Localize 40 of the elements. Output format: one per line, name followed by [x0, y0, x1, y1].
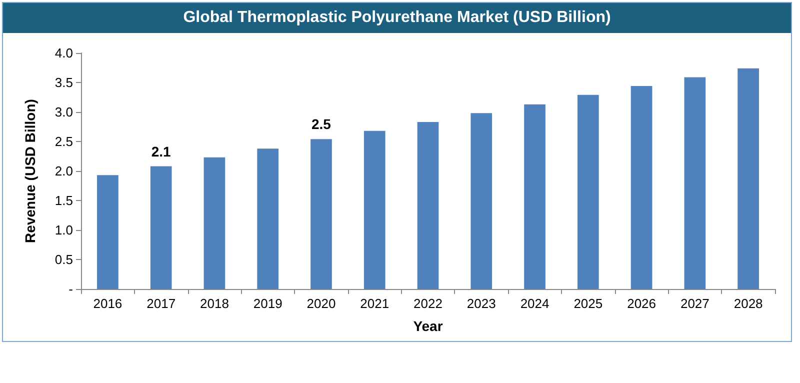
bar	[150, 166, 172, 289]
bar	[310, 139, 332, 289]
y-tick-label: 0.5	[54, 252, 73, 267]
x-tick-label: 2016	[93, 296, 122, 311]
y-tick-label: 4.0	[54, 46, 73, 60]
bar	[97, 175, 118, 289]
bar	[630, 86, 652, 289]
y-tick-label: 2.5	[54, 134, 73, 149]
data-label: 2.5	[311, 116, 332, 132]
x-tick-label: 2021	[360, 296, 390, 311]
x-tick-label: 2023	[466, 296, 496, 311]
x-axis-title: Year	[413, 318, 444, 334]
y-tick-label: 3.5	[54, 75, 73, 90]
y-tick-label: 2.0	[54, 164, 73, 178]
data-label: 2.1	[151, 143, 172, 160]
y-tick-label: 1.0	[54, 222, 73, 238]
x-tick-label: 2020	[306, 296, 336, 311]
y-axis-title: Revenue (USD Billon)	[22, 99, 38, 243]
y-tick-label: 3.0	[54, 104, 73, 120]
x-tick-label: 2027	[680, 296, 710, 311]
bar	[577, 94, 599, 289]
x-tick-label: 2028	[734, 296, 763, 311]
chart-title: Global Thermoplastic Polyurethane Market (USD Billion)	[3, 3, 791, 33]
bar	[524, 104, 546, 289]
x-tick-label: 2026	[627, 296, 656, 311]
bar	[417, 122, 439, 289]
x-tick-label: 2025	[574, 296, 603, 311]
x-tick-label: 2019	[253, 296, 282, 311]
x-tick-label: 2022	[414, 296, 442, 311]
bar	[204, 157, 226, 289]
y-tick-label: -	[68, 282, 73, 296]
bar	[684, 77, 706, 289]
y-tick-label: 1.5	[54, 193, 73, 208]
bar	[470, 113, 492, 289]
x-tick-label: 2018	[200, 296, 229, 311]
bar	[257, 148, 279, 289]
x-tick-label: 2017	[146, 296, 176, 311]
bar	[738, 68, 759, 289]
bar	[364, 130, 386, 289]
x-tick-label: 2024	[520, 296, 550, 311]
